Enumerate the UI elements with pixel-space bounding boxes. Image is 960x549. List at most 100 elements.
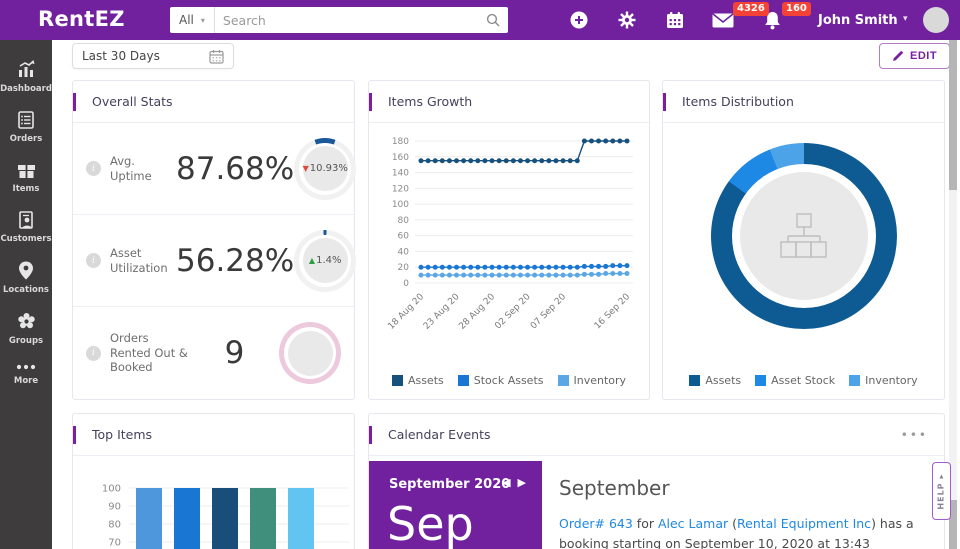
accent-bar — [369, 92, 372, 111]
info-icon[interactable]: i — [86, 161, 101, 176]
sidebar-item-more[interactable]: More — [0, 354, 52, 394]
donut-hole — [732, 164, 876, 308]
user-menu-chevron-icon[interactable]: ▾ — [903, 14, 908, 24]
stat-label: Orders Rented Out & Booked — [110, 330, 188, 375]
sidebar-item-groups[interactable]: Groups — [0, 303, 52, 354]
event-link[interactable]: Order# 643 — [559, 516, 633, 531]
info-icon[interactable]: i — [86, 253, 101, 268]
search-input[interactable] — [214, 12, 486, 28]
topbar: RentEZ All ▾ 4326 160 John Smith ▾ — [0, 0, 960, 40]
scrollbar-track[interactable] — [949, 40, 957, 549]
global-search: All ▾ — [170, 7, 508, 33]
month-nav: ◀ ▶ — [502, 476, 526, 489]
card-header: Top Items — [73, 414, 354, 456]
calendar-icon — [209, 49, 224, 64]
items-distribution-card: Items Distribution Assets Asset Stock Inve… — [662, 80, 945, 400]
help-label: HELP — [937, 481, 947, 510]
sidebar-item-locations[interactable]: Locations — [0, 252, 52, 303]
user-avatar[interactable] — [923, 7, 949, 33]
sidebar-item-items[interactable]: Items — [0, 152, 52, 202]
bell-icon[interactable] — [764, 11, 781, 30]
svg-text:60: 60 — [398, 232, 410, 242]
accent-bar — [369, 425, 372, 444]
sidebar-nav: Dashboard Orders Items Customers Locatio… — [0, 40, 52, 549]
groups-icon — [17, 313, 35, 329]
overall-stats-card: Overall Stats i Avg. Uptime 87.68% ▼ 10.9… — [72, 80, 357, 400]
legend-item: Stock Assets — [457, 374, 544, 387]
card-title: Top Items — [92, 427, 153, 442]
search-scope-dropdown[interactable]: All ▾ — [170, 7, 215, 33]
sidebar-item-dashboard[interactable]: Dashboard — [0, 50, 52, 102]
scrollbar-thumb[interactable] — [949, 500, 957, 549]
svg-text:28 Aug 20: 28 Aug 20 — [457, 292, 497, 332]
donut-center-disc — [740, 172, 868, 300]
orders-icon — [18, 111, 34, 129]
stat-value: 87.68% — [176, 150, 295, 187]
date-range-value: Last 30 Days — [82, 49, 160, 63]
legend-item: Assets — [391, 374, 444, 387]
items-icon — [17, 164, 35, 179]
gear-icon[interactable] — [618, 11, 636, 29]
add-icon[interactable] — [570, 11, 588, 29]
card-header: Items Distribution — [663, 81, 944, 123]
legend-item: Assets — [689, 374, 741, 387]
date-range-picker[interactable]: Last 30 Days — [72, 43, 234, 69]
svg-text:40: 40 — [398, 247, 410, 257]
items-hierarchy-icon — [780, 213, 827, 258]
help-tab[interactable]: HELP ▸ — [932, 462, 951, 520]
location-pin-icon — [19, 261, 33, 280]
chevron-down-icon: ▾ — [200, 15, 205, 25]
edit-label: EDIT — [910, 50, 938, 62]
svg-text:20: 20 — [398, 263, 410, 273]
event-description: Order# 643 for Alec Lamar (Rental Equipm… — [559, 516, 914, 549]
stat-gauge: ▲ 1.4% — [294, 229, 357, 292]
stat-label: Asset Utilization — [110, 245, 168, 275]
info-icon[interactable]: i — [86, 345, 101, 361]
calendar-icon[interactable] — [666, 11, 684, 29]
sidebar-item-orders[interactable]: Orders — [0, 102, 52, 152]
month-title: September 2020 — [389, 477, 511, 492]
svg-text:0: 0 — [403, 279, 409, 289]
event-link[interactable]: Alec Lamar — [657, 516, 729, 531]
search-scope-value: All — [179, 13, 194, 27]
more-dots-icon — [16, 364, 36, 370]
help-arrow-icon: ▸ — [937, 472, 947, 478]
svg-text:80: 80 — [398, 216, 410, 226]
edit-button[interactable]: EDIT — [879, 43, 951, 69]
event-link[interactable]: Rental Equipment Inc — [737, 516, 872, 531]
scrollbar-thumb[interactable] — [949, 40, 957, 190]
calendar-events-card: Calendar Events ••• September 2020 ◀ ▶ S… — [368, 413, 945, 549]
delta-value: 10.93% — [309, 163, 348, 174]
bell-badge[interactable]: 160 — [782, 2, 811, 16]
next-month-icon[interactable]: ▶ — [517, 476, 526, 489]
stat-label: Avg. Uptime — [110, 153, 152, 183]
user-name[interactable]: John Smith — [818, 13, 898, 28]
sidebar-item-label: Locations — [3, 285, 49, 295]
ellipsis-menu-icon[interactable]: ••• — [900, 427, 928, 442]
stat-row-orders: i Orders Rented Out & Booked 9 — [73, 307, 354, 399]
sidebar-item-customers[interactable]: Customers — [0, 202, 52, 252]
top-items-chart: 100 90 80 70 — [102, 484, 349, 549]
card-title: Calendar Events — [388, 427, 491, 442]
legend-item: Inventory — [849, 374, 918, 387]
prev-month-icon[interactable]: ◀ — [502, 476, 511, 489]
svg-text:70: 70 — [108, 538, 121, 549]
mail-badge[interactable]: 4326 — [733, 2, 769, 16]
stat-row-asset-utilization: i Asset Utilization 56.28% ▲ 1.4% — [73, 215, 357, 307]
svg-text:18 Aug 20: 18 Aug 20 — [386, 292, 426, 332]
accent-bar — [73, 425, 76, 444]
svg-text:80: 80 — [108, 520, 121, 531]
mail-icon[interactable] — [712, 13, 734, 28]
stat-value: 9 — [224, 335, 245, 371]
sidebar-item-label: More — [13, 376, 39, 386]
delta-arrow-icon: ▲ — [308, 256, 316, 265]
sidebar-item-label: Groups — [8, 336, 44, 346]
card-header: Calendar Events ••• — [369, 414, 944, 456]
app-logo[interactable]: RentEZ — [38, 7, 125, 31]
svg-text:120: 120 — [392, 184, 409, 194]
sidebar-item-label: Dashboard — [0, 84, 52, 94]
delta-arrow-icon: ▼ — [302, 164, 309, 173]
search-icon[interactable] — [486, 13, 500, 27]
